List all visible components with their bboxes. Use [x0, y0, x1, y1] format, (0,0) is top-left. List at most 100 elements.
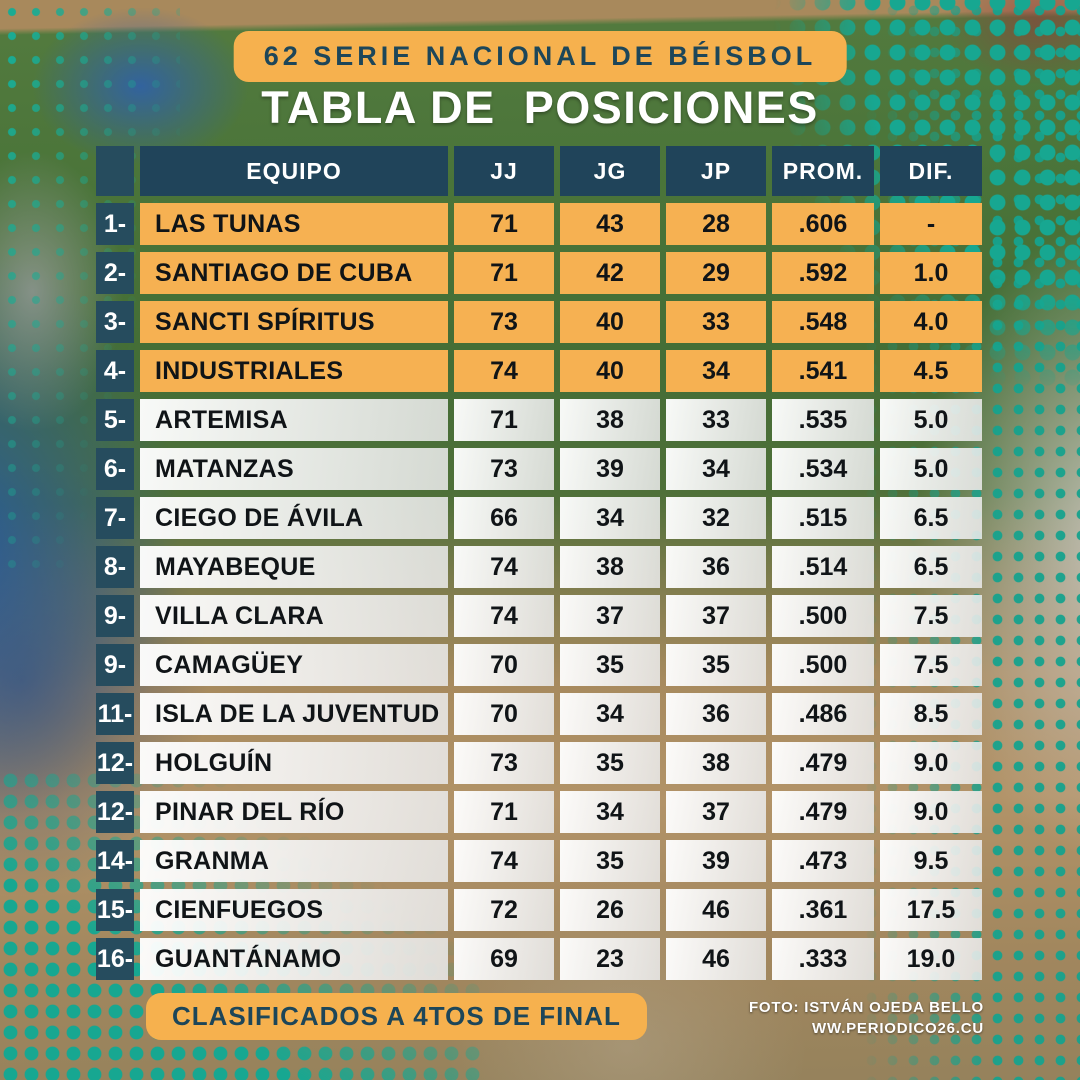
- stat-dif-cell: 8.5: [880, 693, 982, 735]
- stat-jj-cell: 73: [454, 448, 554, 490]
- position-cell: 9-: [96, 595, 134, 637]
- table-row: 12- PINAR DEL RÍO 71 34 37 .479 9.0: [96, 791, 982, 833]
- stat-jj-cell: 74: [454, 595, 554, 637]
- stat-jg-cell: 38: [560, 546, 660, 588]
- series-badge: 62 SERIE NACIONAL DE BÉISBOL: [233, 31, 847, 82]
- stat-jp-cell: 46: [666, 889, 766, 931]
- stat-dif-cell: 5.0: [880, 399, 982, 441]
- table-header-row: EQUIPO JJ JG JP PROM. DIF.: [96, 146, 982, 196]
- table-row: 9- VILLA CLARA 74 37 37 .500 7.5: [96, 595, 982, 637]
- stat-jg-cell: 34: [560, 693, 660, 735]
- header-cell-equipo: EQUIPO: [140, 146, 448, 196]
- standings-table: EQUIPO JJ JG JP PROM. DIF. 1- LAS TUNAS …: [96, 146, 982, 980]
- qualified-badge: CLASIFICADOS A 4TOS DE FINAL: [146, 993, 647, 1040]
- stat-dif-cell: 17.5: [880, 889, 982, 931]
- qualified-badge-label: CLASIFICADOS A 4TOS DE FINAL: [172, 1001, 621, 1031]
- team-name-cell: PINAR DEL RÍO: [140, 791, 448, 833]
- position-cell: 11-: [96, 693, 134, 735]
- stat-dif-cell: 19.0: [880, 938, 982, 980]
- stat-dif-cell: 9.0: [880, 742, 982, 784]
- header-cell-prom: PROM.: [772, 146, 874, 196]
- stat-jp-cell: 34: [666, 448, 766, 490]
- stat-jj-cell: 74: [454, 840, 554, 882]
- stat-jg-cell: 23: [560, 938, 660, 980]
- stat-jp-cell: 37: [666, 791, 766, 833]
- stat-jg-cell: 34: [560, 497, 660, 539]
- table-row: 1- LAS TUNAS 71 43 28 .606 -: [96, 203, 982, 245]
- stat-jj-cell: 70: [454, 644, 554, 686]
- stat-dif-cell: 7.5: [880, 595, 982, 637]
- stat-jp-cell: 39: [666, 840, 766, 882]
- stat-jj-cell: 71: [454, 252, 554, 294]
- stat-dif-cell: 9.5: [880, 840, 982, 882]
- stat-prom-cell: .473: [772, 840, 874, 882]
- stat-jj-cell: 70: [454, 693, 554, 735]
- stat-jg-cell: 34: [560, 791, 660, 833]
- stat-prom-cell: .535: [772, 399, 874, 441]
- stat-jp-cell: 38: [666, 742, 766, 784]
- stat-jj-cell: 74: [454, 350, 554, 392]
- stat-jg-cell: 43: [560, 203, 660, 245]
- stat-jg-cell: 40: [560, 301, 660, 343]
- team-name-cell: GRANMA: [140, 840, 448, 882]
- photo-credit-line1: FOTO: ISTVÁN OJEDA BELLO: [748, 999, 984, 1016]
- stat-jj-cell: 71: [454, 203, 554, 245]
- team-name-cell: HOLGUÍN: [140, 742, 448, 784]
- stat-prom-cell: .514: [772, 546, 874, 588]
- team-name-cell: INDUSTRIALES: [140, 350, 448, 392]
- team-name-cell: VILLA CLARA: [140, 595, 448, 637]
- photo-credit: FOTO: ISTVÁN OJEDA BELLO WW.PERIODICO26.…: [749, 997, 984, 1039]
- stat-jp-cell: 32: [666, 497, 766, 539]
- stat-jp-cell: 34: [666, 350, 766, 392]
- page-title: TABLA DE POSICIONES: [261, 82, 819, 133]
- team-name-cell: CIEGO DE ÁVILA: [140, 497, 448, 539]
- stat-jj-cell: 74: [454, 546, 554, 588]
- stat-dif-cell: 9.0: [880, 791, 982, 833]
- table-row: 12- HOLGUÍN 73 35 38 .479 9.0: [96, 742, 982, 784]
- header-cell-jg: JG: [560, 146, 660, 196]
- table-row: 11- ISLA DE LA JUVENTUD 70 34 36 .486 8.…: [96, 693, 982, 735]
- stat-jg-cell: 38: [560, 399, 660, 441]
- stat-jp-cell: 36: [666, 693, 766, 735]
- team-name-cell: SANCTI SPÍRITUS: [140, 301, 448, 343]
- stat-dif-cell: 4.5: [880, 350, 982, 392]
- team-name-cell: ARTEMISA: [140, 399, 448, 441]
- stat-jp-cell: 33: [666, 399, 766, 441]
- stat-prom-cell: .534: [772, 448, 874, 490]
- position-cell: 8-: [96, 546, 134, 588]
- series-badge-label: 62 SERIE NACIONAL DE BÉISBOL: [263, 41, 817, 71]
- stat-prom-cell: .500: [772, 595, 874, 637]
- team-name-cell: MAYABEQUE: [140, 546, 448, 588]
- table-row: 8- MAYABEQUE 74 38 36 .514 6.5: [96, 546, 982, 588]
- stat-dif-cell: 5.0: [880, 448, 982, 490]
- stat-prom-cell: .592: [772, 252, 874, 294]
- stat-jj-cell: 66: [454, 497, 554, 539]
- position-cell: 5-: [96, 399, 134, 441]
- stat-jp-cell: 29: [666, 252, 766, 294]
- stat-jj-cell: 73: [454, 742, 554, 784]
- stat-prom-cell: .606: [772, 203, 874, 245]
- team-name-cell: ISLA DE LA JUVENTUD: [140, 693, 448, 735]
- header-cell-dif: DIF.: [880, 146, 982, 196]
- header-cell-jp: JP: [666, 146, 766, 196]
- position-cell: 3-: [96, 301, 134, 343]
- stat-prom-cell: .333: [772, 938, 874, 980]
- stat-jg-cell: 37: [560, 595, 660, 637]
- stat-prom-cell: .479: [772, 742, 874, 784]
- table-row: 9- CAMAGÜEY 70 35 35 .500 7.5: [96, 644, 982, 686]
- team-name-cell: SANTIAGO DE CUBA: [140, 252, 448, 294]
- position-cell: 9-: [96, 644, 134, 686]
- table-row: 5- ARTEMISA 71 38 33 .535 5.0: [96, 399, 982, 441]
- position-cell: 12-: [96, 791, 134, 833]
- position-cell: 4-: [96, 350, 134, 392]
- photo-credit-line2: WW.PERIODICO26.CU: [812, 1020, 984, 1037]
- stat-dif-cell: -: [880, 203, 982, 245]
- position-cell: 15-: [96, 889, 134, 931]
- stat-jp-cell: 28: [666, 203, 766, 245]
- position-cell: 7-: [96, 497, 134, 539]
- team-name-cell: LAS TUNAS: [140, 203, 448, 245]
- stat-prom-cell: .515: [772, 497, 874, 539]
- stat-dif-cell: 6.5: [880, 546, 982, 588]
- table-row: 2- SANTIAGO DE CUBA 71 42 29 .592 1.0: [96, 252, 982, 294]
